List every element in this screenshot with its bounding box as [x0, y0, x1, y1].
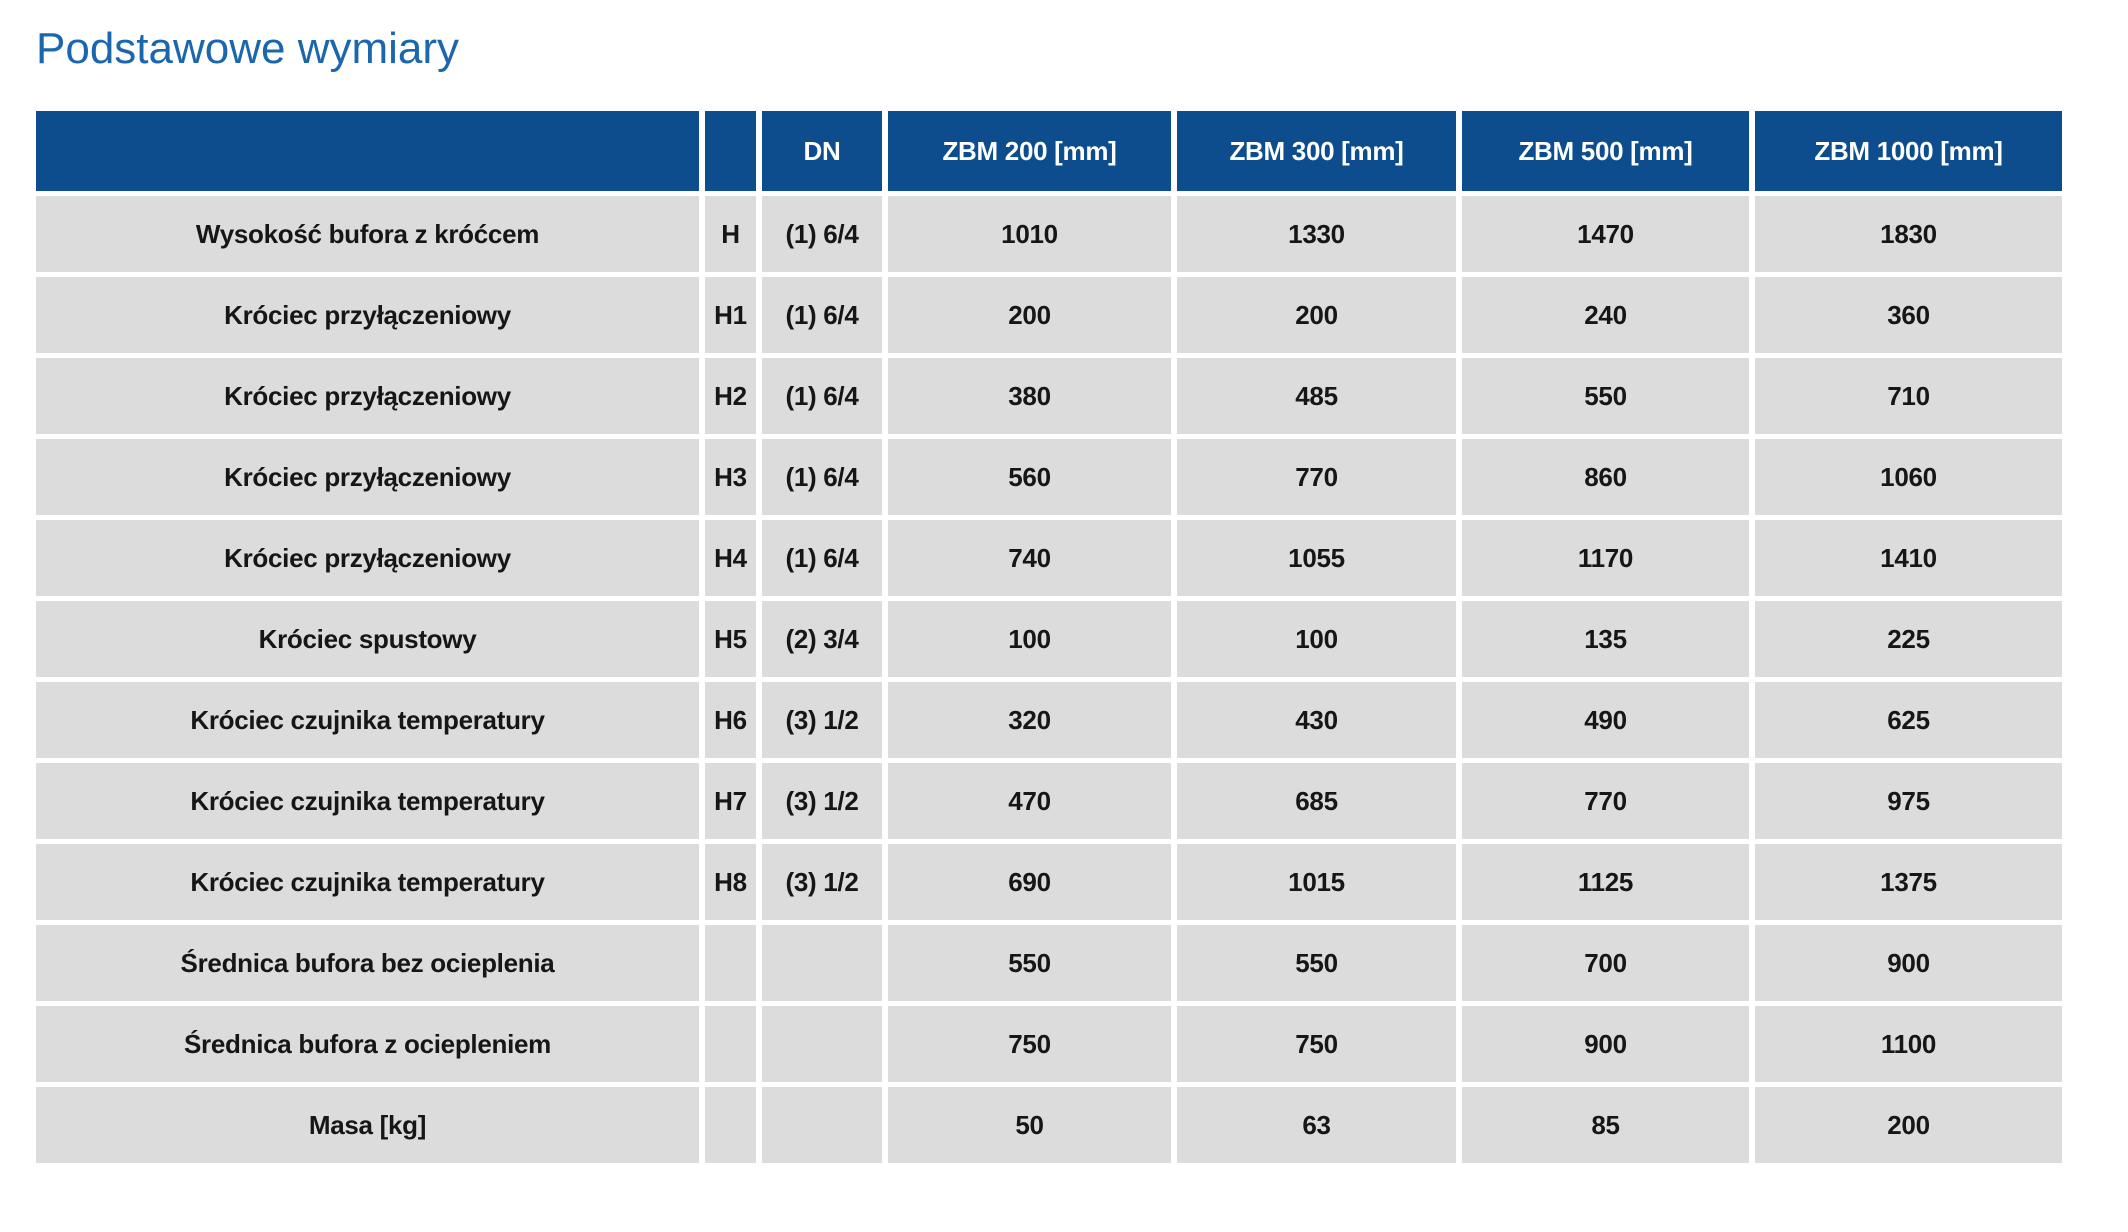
column-header-zbm-500: ZBM 500 [mm]: [1462, 111, 1749, 191]
value-cell: 200: [1177, 277, 1456, 353]
row-dn-cell: (3) 1/2: [762, 844, 882, 920]
value-cell: 360: [1755, 277, 2062, 353]
row-symbol-cell: H8: [705, 844, 756, 920]
row-symbol-cell: H3: [705, 439, 756, 515]
value-cell: 490: [1462, 682, 1749, 758]
page-title: Podstawowe wymiary: [36, 24, 460, 73]
row-dn-cell: [762, 925, 882, 1001]
value-cell: 1015: [1177, 844, 1456, 920]
row-dn-cell: (1) 6/4: [762, 439, 882, 515]
value-cell: 200: [1755, 1087, 2062, 1163]
row-symbol-cell: H7: [705, 763, 756, 839]
value-cell: 1010: [888, 196, 1171, 272]
row-dn-cell: (3) 1/2: [762, 682, 882, 758]
row-symbol-cell: H4: [705, 520, 756, 596]
row-dn-cell: (1) 6/4: [762, 196, 882, 272]
row-symbol-cell: H5: [705, 601, 756, 677]
row-label-cell: Króciec czujnika temperatury: [36, 844, 699, 920]
row-dn-cell: (1) 6/4: [762, 277, 882, 353]
row-symbol-cell: [705, 1087, 756, 1163]
value-cell: 135: [1462, 601, 1749, 677]
value-cell: 550: [1177, 925, 1456, 1001]
value-cell: 975: [1755, 763, 2062, 839]
value-cell: 625: [1755, 682, 2062, 758]
value-cell: 710: [1755, 358, 2062, 434]
row-dn-cell: (2) 3/4: [762, 601, 882, 677]
value-cell: 1125: [1462, 844, 1749, 920]
row-label-cell: Średnica bufora z ociepleniem: [36, 1006, 699, 1082]
value-cell: 560: [888, 439, 1171, 515]
value-cell: 225: [1755, 601, 2062, 677]
row-symbol-cell: [705, 925, 756, 1001]
value-cell: 900: [1462, 1006, 1749, 1082]
row-label-cell: Wysokość bufora z króćcem: [36, 196, 699, 272]
row-label-cell: Króciec czujnika temperatury: [36, 682, 699, 758]
row-label-cell: Króciec przyłączeniowy: [36, 439, 699, 515]
value-cell: 750: [888, 1006, 1171, 1082]
value-cell: 700: [1462, 925, 1749, 1001]
value-cell: 1330: [1177, 196, 1456, 272]
value-cell: 1170: [1462, 520, 1749, 596]
value-cell: 1375: [1755, 844, 2062, 920]
row-symbol-cell: H1: [705, 277, 756, 353]
value-cell: 740: [888, 520, 1171, 596]
value-cell: 85: [1462, 1087, 1749, 1163]
column-header-zbm-1000: ZBM 1000 [mm]: [1755, 111, 2062, 191]
row-dn-cell: (3) 1/2: [762, 763, 882, 839]
value-cell: 1060: [1755, 439, 2062, 515]
value-cell: 470: [888, 763, 1171, 839]
row-symbol-cell: H6: [705, 682, 756, 758]
column-header-zbm-200: ZBM 200 [mm]: [888, 111, 1171, 191]
value-cell: 200: [888, 277, 1171, 353]
row-dn-cell: [762, 1006, 882, 1082]
value-cell: 1410: [1755, 520, 2062, 596]
row-label-cell: Króciec przyłączeniowy: [36, 520, 699, 596]
value-cell: 240: [1462, 277, 1749, 353]
row-symbol-cell: H2: [705, 358, 756, 434]
value-cell: 380: [888, 358, 1171, 434]
column-header-symbol: [705, 111, 756, 191]
value-cell: 1100: [1755, 1006, 2062, 1082]
row-label-cell: Króciec spustowy: [36, 601, 699, 677]
row-label-cell: Króciec przyłączeniowy: [36, 358, 699, 434]
row-symbol-cell: H: [705, 196, 756, 272]
value-cell: 100: [888, 601, 1171, 677]
value-cell: 485: [1177, 358, 1456, 434]
value-cell: 320: [888, 682, 1171, 758]
dimensions-table: DN ZBM 200 [mm] ZBM 300 [mm] ZBM 500 [mm…: [36, 111, 2062, 1163]
value-cell: 50: [888, 1087, 1171, 1163]
value-cell: 860: [1462, 439, 1749, 515]
row-label-cell: Króciec przyłączeniowy: [36, 277, 699, 353]
row-symbol-cell: [705, 1006, 756, 1082]
row-label-cell: Średnica bufora bez ocieplenia: [36, 925, 699, 1001]
value-cell: 63: [1177, 1087, 1456, 1163]
value-cell: 550: [1462, 358, 1749, 434]
column-header-zbm-300: ZBM 300 [mm]: [1177, 111, 1456, 191]
value-cell: 690: [888, 844, 1171, 920]
column-header-label: [36, 111, 699, 191]
value-cell: 430: [1177, 682, 1456, 758]
value-cell: 770: [1177, 439, 1456, 515]
value-cell: 1055: [1177, 520, 1456, 596]
value-cell: 100: [1177, 601, 1456, 677]
value-cell: 770: [1462, 763, 1749, 839]
row-dn-cell: [762, 1087, 882, 1163]
value-cell: 685: [1177, 763, 1456, 839]
column-header-dn: DN: [762, 111, 882, 191]
row-label-cell: Masa [kg]: [36, 1087, 699, 1163]
row-label-cell: Króciec czujnika temperatury: [36, 763, 699, 839]
row-dn-cell: (1) 6/4: [762, 520, 882, 596]
value-cell: 900: [1755, 925, 2062, 1001]
row-dn-cell: (1) 6/4: [762, 358, 882, 434]
value-cell: 550: [888, 925, 1171, 1001]
value-cell: 750: [1177, 1006, 1456, 1082]
value-cell: 1830: [1755, 196, 2062, 272]
value-cell: 1470: [1462, 196, 1749, 272]
